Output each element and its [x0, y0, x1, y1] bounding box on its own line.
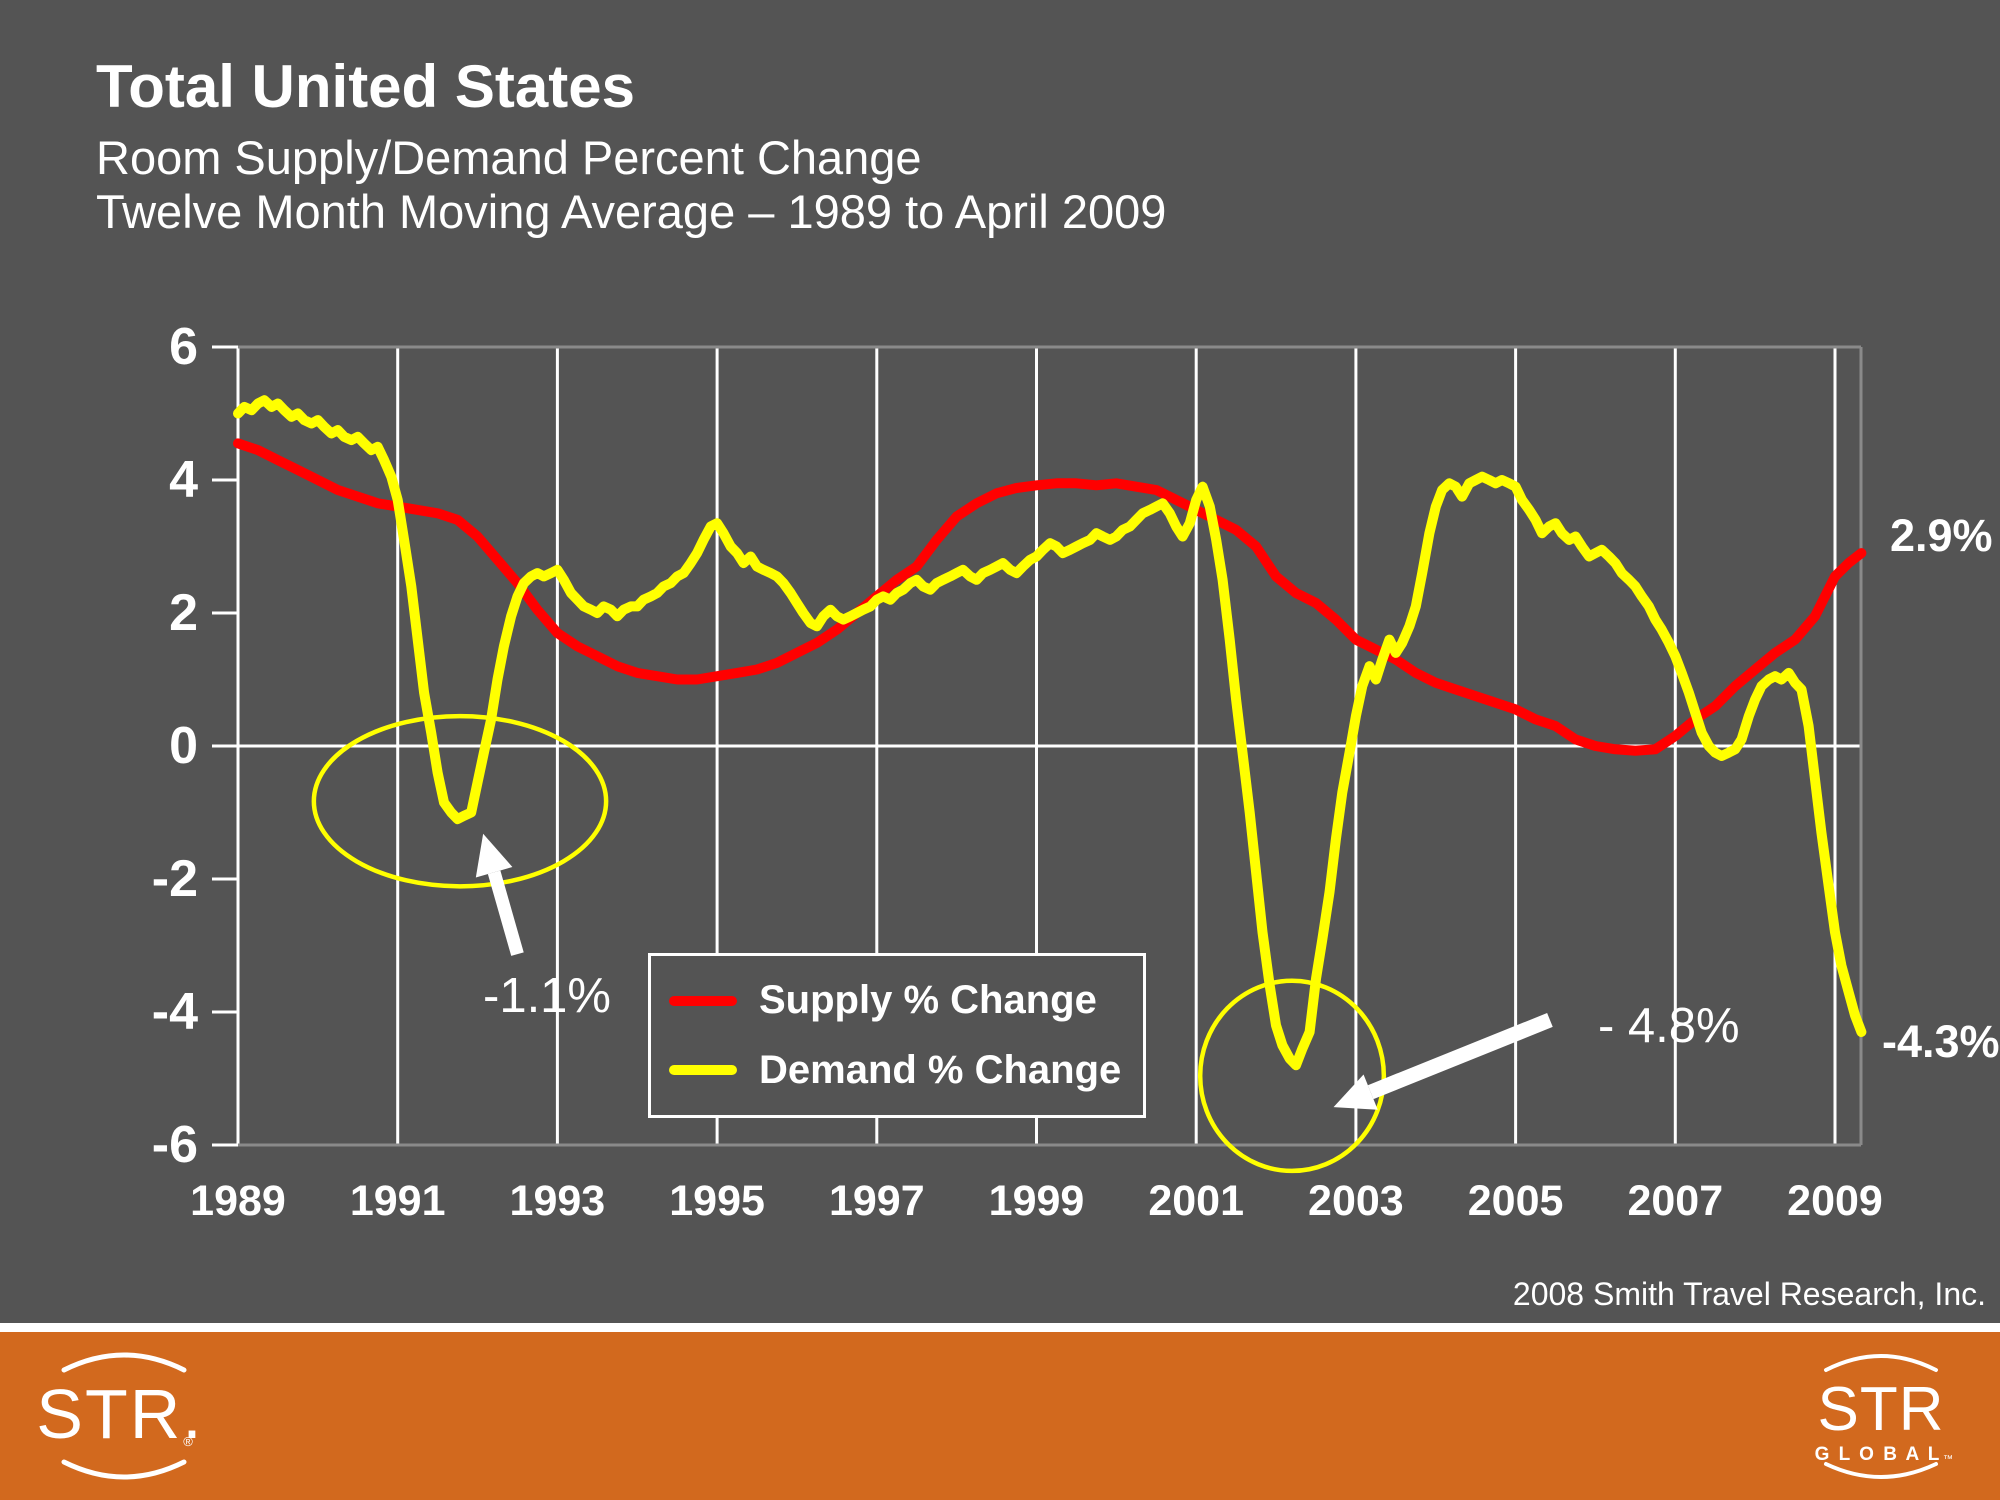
- str-global-logo-trademark: ™: [1943, 1454, 1953, 1465]
- demand-end-value-label: -4.3%: [1882, 1016, 2000, 1067]
- str-logo-top-arc: [61, 1352, 187, 1373]
- dip-2002-arrow-head: [1333, 1074, 1378, 1110]
- dip-1991-arrow-shaft: [487, 870, 524, 956]
- x-axis-label-1993: 1993: [509, 1177, 606, 1225]
- y-axis-label-6: 6: [169, 318, 198, 376]
- dip-1991-arrow-head: [475, 833, 513, 878]
- title-block: Total United States Room Supply/Demand P…: [96, 52, 1166, 238]
- x-axis-label-2005: 2005: [1467, 1177, 1564, 1225]
- str-logo-registered-mark: ®: [183, 1434, 193, 1449]
- x-axis-label-2001: 2001: [1148, 1177, 1245, 1225]
- y-axis-label-2: 2: [169, 584, 198, 642]
- dip-1991-ellipse: [311, 713, 609, 889]
- footer-separator: [0, 1323, 2000, 1332]
- y-axis-label--6: -6: [151, 1116, 198, 1174]
- str-global-logo-top-arc: [1824, 1354, 1938, 1372]
- x-axis-label-1991: 1991: [349, 1177, 446, 1225]
- y-axis-label--2: -2: [151, 850, 198, 908]
- x-axis-label-2009: 2009: [1787, 1177, 1883, 1225]
- y-axis-label-4: 4: [169, 451, 198, 509]
- str-global-logo-text: STR: [1818, 1375, 1945, 1444]
- subtitle-line-2: Twelve Month Moving Average – 1989 to Ap…: [96, 184, 1167, 238]
- supply-line-swatch: [669, 995, 737, 1006]
- demand-line: [233, 395, 1867, 1071]
- footer-bar: STR. ® STR G L O B A L ™: [0, 1332, 2000, 1500]
- str-logo: STR. ®: [36, 1352, 203, 1480]
- legend-label-demand: Demand % Change: [759, 1047, 1122, 1092]
- x-axis-label-1989: 1989: [190, 1177, 286, 1225]
- legend-label-supply: Supply % Change: [759, 978, 1097, 1023]
- y-axis-label-0: 0: [169, 717, 198, 775]
- legend-item-demand: Demand % Change: [651, 1048, 1143, 1093]
- x-axis-label-2003: 2003: [1308, 1177, 1404, 1225]
- page-title: Total United States: [96, 53, 635, 120]
- x-axis-label-2007: 2007: [1627, 1177, 1724, 1225]
- supply-line: [233, 438, 1867, 756]
- y-axis-label--4: -4: [151, 983, 198, 1041]
- str-global-logo: STR G L O B A L ™: [1815, 1354, 1953, 1479]
- dip-2002-arrow-shaft: [1367, 1013, 1553, 1100]
- str-logo-text: STR.: [36, 1375, 203, 1453]
- x-axis-label-1999: 1999: [988, 1177, 1085, 1225]
- legend: Supply % Change Demand % Change: [648, 953, 1146, 1118]
- supply-end-value-label: 2.9%: [1890, 510, 1993, 561]
- str-global-logo-bottom-arc: [1824, 1462, 1938, 1479]
- dip-2002-ellipse: [1197, 978, 1387, 1174]
- demand-line-swatch: [669, 1065, 737, 1076]
- subtitle-line-1: Room Supply/Demand Percent Change: [96, 131, 922, 184]
- str-logo-bottom-arc: [61, 1459, 187, 1480]
- legend-item-supply: Supply % Change: [651, 978, 1143, 1023]
- dip-2002-value-label: - 4.8%: [1598, 999, 1740, 1053]
- str-global-logo-subtext: G L O B A L: [1815, 1444, 1942, 1465]
- source-attribution: 2008 Smith Travel Research, Inc.: [1512, 1276, 1986, 1312]
- x-axis-label-1997: 1997: [828, 1177, 925, 1225]
- x-axis-label-1995: 1995: [669, 1177, 765, 1225]
- dip-1991-value-label: -1.1%: [483, 969, 612, 1023]
